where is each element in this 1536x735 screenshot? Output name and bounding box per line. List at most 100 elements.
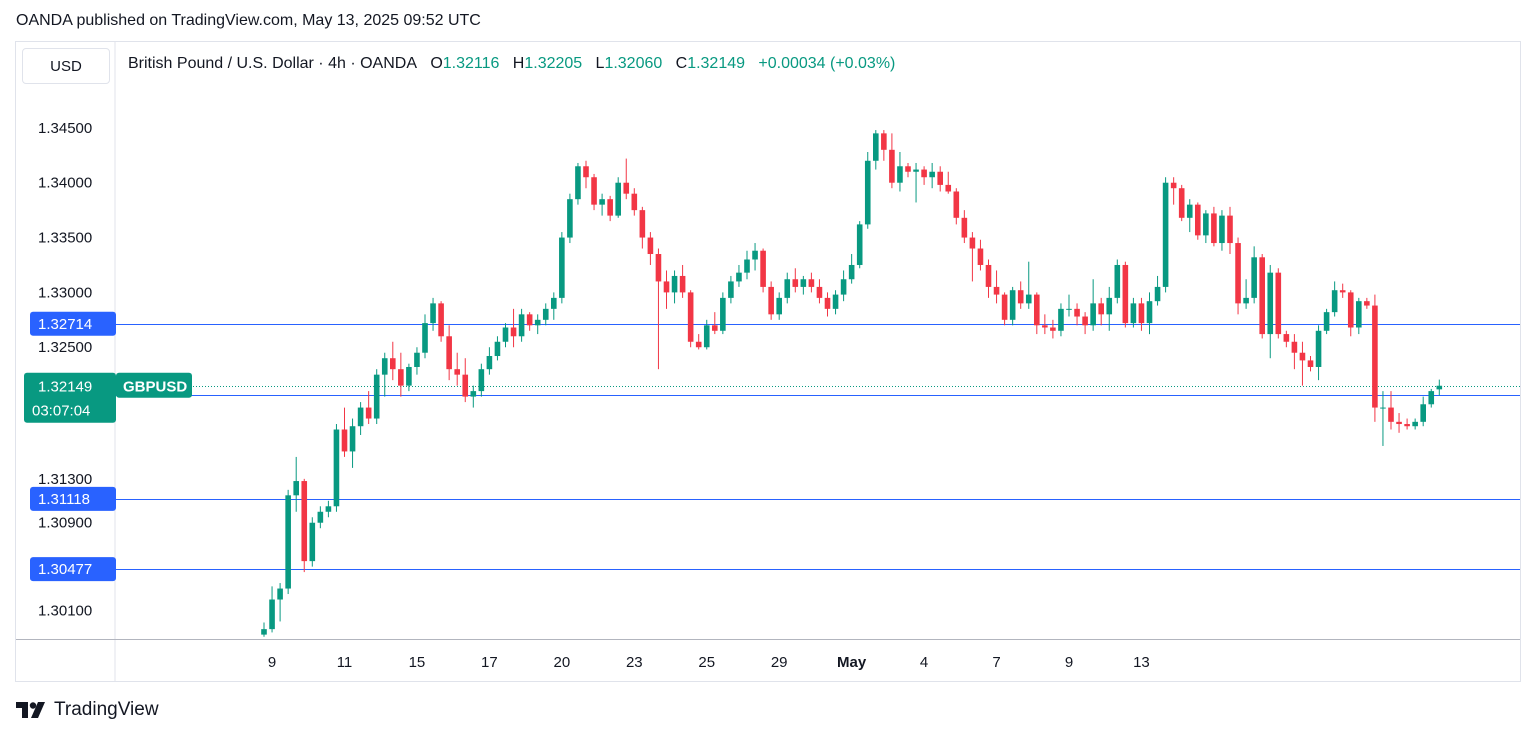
- candle-body: [301, 481, 308, 562]
- last-price-tag: [24, 372, 116, 423]
- candle-body: [1275, 272, 1282, 335]
- candle-body: [873, 133, 879, 161]
- candle-body: [373, 374, 380, 419]
- candle-body: [1227, 215, 1233, 244]
- hline-price-tag: [30, 311, 116, 336]
- candle-body: [1372, 305, 1378, 408]
- candle-body: [607, 199, 613, 216]
- candle-body: [961, 217, 968, 238]
- candle-body: [1162, 182, 1169, 287]
- symbol-tag-label: GBPUSD: [123, 379, 187, 396]
- candle-body: [398, 369, 404, 386]
- candle-body: [1251, 257, 1257, 298]
- hline-price-label: 1.31118: [38, 491, 90, 508]
- candle-body: [921, 169, 927, 178]
- hline-price-label: 1.32714: [38, 316, 92, 333]
- candle-body: [333, 429, 340, 507]
- countdown-label: 03:07:04: [32, 403, 90, 420]
- x-tick-label: 25: [698, 654, 715, 671]
- candle-body: [261, 629, 267, 635]
- candle-body: [768, 286, 774, 315]
- candle-body: [720, 297, 726, 331]
- candle-body: [1066, 308, 1072, 310]
- candle-body: [623, 182, 630, 194]
- candle-body: [889, 149, 895, 183]
- candle-body: [953, 191, 960, 218]
- candle-body: [744, 259, 750, 273]
- x-tick-label: 11: [337, 654, 353, 671]
- x-tick-label: 7: [992, 654, 1000, 671]
- tradingview-footer[interactable]: TradingView: [16, 699, 159, 721]
- currency-button[interactable]: USD: [22, 48, 110, 84]
- candle-body: [1009, 290, 1016, 320]
- open-label: O: [430, 55, 443, 72]
- candle-body: [736, 272, 742, 282]
- candle-body: [1170, 182, 1177, 189]
- candle-body: [864, 160, 871, 225]
- candle-body: [1025, 294, 1032, 304]
- candle-body: [551, 297, 557, 309]
- candle-body: [422, 323, 428, 353]
- candle-body: [1058, 308, 1064, 331]
- chart-frame: [15, 41, 1521, 682]
- candle-body: [1098, 303, 1104, 315]
- candle-body: [478, 369, 485, 392]
- candle-body: [486, 356, 493, 370]
- candle-body: [1299, 352, 1306, 361]
- candle-body: [1146, 301, 1153, 324]
- candle-body: [381, 358, 388, 375]
- candle-body: [341, 429, 348, 452]
- candle-body: [1138, 303, 1145, 324]
- candle-body: [1347, 292, 1354, 328]
- x-tick-label: 29: [771, 654, 788, 671]
- candle-body: [518, 314, 525, 337]
- candle-body: [687, 292, 694, 342]
- candle-body: [808, 279, 815, 287]
- candle-body: [1130, 303, 1137, 324]
- x-tick-label: 9: [1065, 654, 1073, 671]
- candle-body: [1211, 213, 1217, 244]
- change-value: +0.00034 (+0.03%): [758, 55, 896, 72]
- candle-body: [856, 224, 863, 265]
- candle-body: [1042, 325, 1048, 328]
- candle-body: [526, 314, 533, 326]
- candle-body: [390, 358, 396, 370]
- candle-body: [1267, 272, 1274, 335]
- symbol-title: British Pound / U.S. Dollar · 4h · OANDA: [128, 55, 417, 72]
- candle-body: [349, 426, 356, 452]
- candle-body: [929, 171, 935, 178]
- low-value: 1.32060: [604, 55, 663, 72]
- candle-body: [1243, 297, 1249, 304]
- candle-body: [430, 303, 436, 324]
- candle-body: [679, 275, 686, 293]
- y-tick-label: 1.32500: [38, 339, 92, 356]
- x-tick-label: May: [837, 654, 867, 671]
- candle-body: [414, 352, 420, 367]
- close-label: C: [675, 55, 688, 72]
- x-tick-label: 13: [1133, 654, 1150, 671]
- candle-body: [502, 327, 509, 342]
- ohlc-legend: British Pound / U.S. Dollar · 4h · OANDA…: [128, 55, 895, 73]
- candle-body: [406, 366, 412, 386]
- candle-body: [1034, 294, 1040, 326]
- candle-body: [848, 264, 855, 280]
- x-tick-label: 17: [481, 654, 498, 671]
- candle-body: [945, 184, 952, 192]
- candle-body: [1339, 290, 1346, 293]
- candle-body: [454, 369, 460, 375]
- candle-body: [277, 588, 283, 600]
- candle-body: [639, 210, 646, 238]
- candle-body: [993, 286, 1000, 295]
- candle-body: [1396, 421, 1402, 425]
- candle-body: [1323, 312, 1330, 331]
- candle-body: [285, 495, 291, 589]
- candle-body: [357, 407, 364, 427]
- open-value: 1.32116: [442, 55, 500, 72]
- candle-body: [905, 166, 911, 172]
- candle-body: [1050, 327, 1056, 331]
- candle-body: [1436, 385, 1443, 390]
- candle-body: [1203, 213, 1209, 236]
- candle-body: [1428, 391, 1435, 405]
- candle-body: [881, 133, 887, 150]
